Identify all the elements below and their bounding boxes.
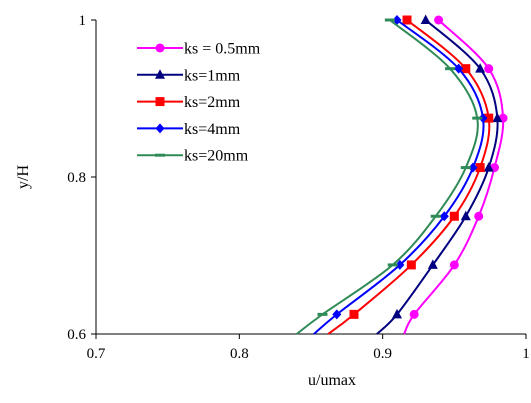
legend-item: ks=4mm bbox=[137, 121, 241, 138]
data-point bbox=[475, 63, 486, 73]
x-tick-label: 0.7 bbox=[87, 346, 106, 362]
x-tick-label: 0.9 bbox=[373, 346, 392, 362]
legend-item: ks=1mm bbox=[137, 67, 241, 84]
legend: ks = 0.5mm ks=1mm ks=2mm ks=4mm ks=20mm bbox=[137, 41, 261, 165]
data-point bbox=[402, 15, 412, 25]
x-tick-label: 0.8 bbox=[230, 346, 249, 362]
x-axis-label: u/umax bbox=[308, 372, 356, 389]
data-point bbox=[484, 113, 494, 123]
legend-label: ks=20mm bbox=[184, 148, 249, 165]
legend-label: ks=1mm bbox=[184, 67, 241, 84]
data-point bbox=[449, 211, 459, 221]
data-point bbox=[478, 113, 488, 124]
data-point bbox=[461, 64, 471, 74]
data-point bbox=[395, 259, 405, 270]
x-tick-label: 1 bbox=[522, 346, 530, 362]
legend-item: ks = 0.5mm bbox=[137, 41, 261, 58]
y-tick-label: 1 bbox=[79, 13, 87, 29]
legend-marker bbox=[155, 43, 165, 53]
series-4 bbox=[313, 15, 488, 335]
data-point bbox=[406, 260, 416, 270]
legend-marker bbox=[155, 123, 165, 134]
legend-item: ks=2mm bbox=[137, 94, 241, 111]
data-point bbox=[475, 163, 485, 173]
series-2 bbox=[376, 14, 503, 335]
data-point bbox=[460, 210, 471, 221]
data-point bbox=[454, 63, 464, 74]
legend-label: ks = 0.5mm bbox=[184, 41, 261, 58]
data-point bbox=[392, 15, 402, 25]
data-point bbox=[409, 309, 419, 319]
data-point bbox=[434, 15, 444, 25]
data-point bbox=[332, 309, 342, 320]
series-1 bbox=[403, 15, 508, 335]
legend-label: ks=4mm bbox=[184, 121, 241, 138]
series-line bbox=[296, 19, 479, 335]
data-point bbox=[349, 309, 359, 319]
series-layer bbox=[296, 14, 508, 335]
y-axis-label: y/H bbox=[15, 165, 32, 189]
data-point bbox=[427, 259, 438, 269]
data-point bbox=[492, 112, 503, 123]
data-point bbox=[392, 308, 402, 319]
data-point bbox=[474, 211, 484, 221]
data-point bbox=[484, 64, 494, 74]
legend-label: ks=2mm bbox=[184, 94, 241, 111]
data-point bbox=[483, 162, 494, 172]
y-tick-label: 0.6 bbox=[67, 327, 86, 343]
axes: 0.7 0.8 0.9 1 0.6 0.8 1 bbox=[67, 13, 530, 362]
y-tick-label: 0.8 bbox=[67, 170, 86, 186]
data-point bbox=[420, 14, 431, 24]
legend-marker bbox=[155, 97, 165, 107]
data-point bbox=[468, 162, 478, 173]
series-3 bbox=[327, 15, 494, 335]
data-point bbox=[449, 260, 459, 270]
series-5 bbox=[296, 18, 483, 335]
legend-marker bbox=[155, 69, 165, 79]
data-point bbox=[439, 211, 449, 222]
legend-item: ks=20mm bbox=[137, 148, 249, 165]
